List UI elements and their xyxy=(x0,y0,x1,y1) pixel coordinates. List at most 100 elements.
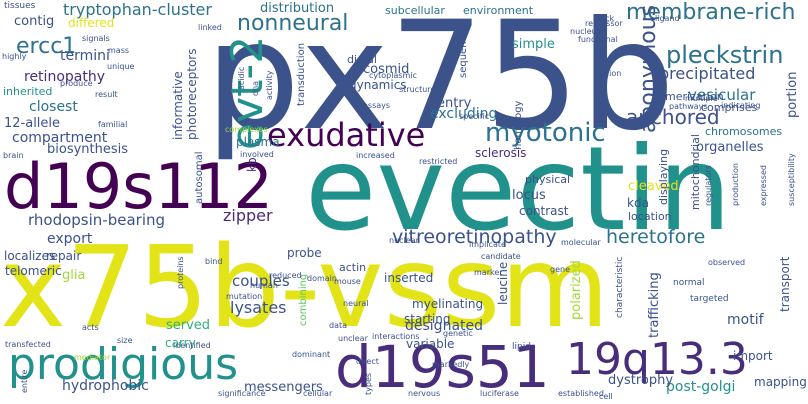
cloud-word-locus: locus xyxy=(512,188,546,203)
cloud-word-produce: produce xyxy=(60,79,93,88)
cloud-word-established: established xyxy=(558,389,604,398)
cloud-word-comprises: comprises xyxy=(701,101,758,114)
cloud-word-cleaved: cleaved xyxy=(628,179,679,194)
cloud-word-mitochondrial: mitochondrial xyxy=(689,134,702,210)
cloud-word-acidic: acidic xyxy=(237,66,246,90)
cloud-word-carry: carry xyxy=(165,336,196,350)
cloud-word-contrast: contrast xyxy=(519,204,569,218)
cloud-word-characteristic: characteristic xyxy=(615,256,625,318)
cloud-word-mass: mass xyxy=(108,46,130,55)
cloud-word-prodigious: prodigious xyxy=(8,339,239,390)
cloud-word-inserted: inserted xyxy=(384,271,434,285)
cloud-word-luciferase: luciferase xyxy=(480,389,519,398)
cloud-word-probe: probe xyxy=(287,246,322,260)
cloud-word-dynamics: dynamics xyxy=(349,78,407,92)
cloud-word-vitreoretinopathy: vitreoretinopathy xyxy=(392,226,557,248)
cloud-word-19q13-3: 19q13.3 xyxy=(566,334,748,385)
cloud-word-localizes: localizes xyxy=(4,249,56,263)
cloud-word-activity: activity xyxy=(265,70,274,101)
cloud-word-cellular: cellular xyxy=(303,389,333,398)
cloud-word-variable: variable xyxy=(406,337,455,351)
cloud-word-assays: assays xyxy=(363,101,391,110)
cloud-word-anchored: anchored xyxy=(626,105,720,129)
cloud-word-couples: couples xyxy=(232,272,290,290)
cloud-word-location: location xyxy=(628,210,672,223)
cloud-word-implicate: implicate xyxy=(469,240,506,249)
cloud-word-interactions: interactions xyxy=(372,332,420,341)
cloud-word-significance: significance xyxy=(218,389,266,398)
cloud-word-proteins: proteins xyxy=(176,256,185,289)
cloud-word-transduction: transduction xyxy=(296,42,307,106)
cloud-word-genetic: genetic xyxy=(443,329,473,338)
cloud-word-evectin: evectin xyxy=(305,122,732,257)
cloud-word-physical: physical xyxy=(525,173,571,186)
cloud-word-designated: designated xyxy=(405,318,484,334)
cloud-word-region: region xyxy=(596,69,622,78)
cloud-word-susceptibility: susceptibility xyxy=(787,153,796,206)
cloud-word-dimerization: dimerization xyxy=(655,90,724,103)
cloud-word-distribution: distribution xyxy=(260,1,335,16)
cloud-word-nonneural: nonneural xyxy=(237,11,349,36)
cloud-word-chromosomes: chromosomes xyxy=(705,125,783,138)
cloud-word-human: human xyxy=(250,281,278,290)
cloud-word-involved: involved xyxy=(240,150,274,159)
cloud-word-dystrophy: dystrophy xyxy=(608,373,674,388)
cloud-word-result: result xyxy=(95,90,118,99)
cloud-word-polarized: polarized xyxy=(569,260,584,320)
cloud-word-sequence: sequence xyxy=(458,29,469,78)
cloud-word-motif: motif xyxy=(727,312,764,328)
cloud-word-contig: contig xyxy=(14,14,55,29)
cloud-word-mediator: mediator xyxy=(74,353,111,362)
cloud-word-myotonic: myotonic xyxy=(485,118,606,148)
cloud-word-photoreceptors: photoreceptors xyxy=(185,48,199,141)
cloud-word-autosomal: autosomal xyxy=(194,151,205,204)
cloud-word-sclerosis: sclerosis xyxy=(475,146,527,160)
cloud-word-kb: kb xyxy=(245,157,259,172)
cloud-word-nucleus: nucleus xyxy=(570,27,601,36)
cloud-word-distal: distal xyxy=(347,53,377,66)
cloud-word-multiple: multiple xyxy=(685,94,718,103)
cloud-word-closest: closest xyxy=(29,99,78,115)
cloud-word-lack: lack xyxy=(598,14,615,23)
cloud-word-heretofore: heretofore xyxy=(606,226,706,248)
cloud-word-membrane-rich: membrane-rich xyxy=(626,0,796,25)
cloud-word-repair: repair xyxy=(46,249,82,263)
cloud-word-mutation: mutation xyxy=(226,292,263,301)
cloud-word-tryptophan-cluster: tryptophan-cluster xyxy=(63,0,212,19)
cloud-word-trafficking: trafficking xyxy=(647,272,662,338)
cloud-word-nuclear: nuclear xyxy=(389,236,419,245)
cloud-word-entire: entire xyxy=(20,369,29,393)
cloud-word-dominant: dominant xyxy=(292,350,331,359)
cloud-word-acts: acts xyxy=(82,323,99,332)
cloud-word-rhodopsin-bearing: rhodopsin-bearing xyxy=(28,211,166,229)
cloud-word-plasma: plasma xyxy=(236,135,280,149)
cloud-word-normal: normal xyxy=(673,278,705,288)
cloud-word-mouse: mouse xyxy=(334,277,361,286)
cloud-word-telomeric: telomeric xyxy=(5,264,62,278)
cloud-word-gene: gene xyxy=(550,265,570,274)
cloud-word-identified: identified xyxy=(173,341,211,350)
cloud-word-markedly: markedly xyxy=(432,360,470,369)
cloud-word-dna: dna xyxy=(251,80,260,96)
cloud-word-functional: functional xyxy=(578,35,618,44)
cloud-word-cell: cell xyxy=(599,392,613,401)
cloud-word-reduced: reduced xyxy=(269,271,302,280)
cloud-word-unique: unique xyxy=(107,62,135,71)
cloud-word-glia: glia xyxy=(62,268,86,283)
cloud-word-data: data xyxy=(329,321,348,330)
cloud-word-neural: neural xyxy=(343,299,369,308)
cloud-word-marker: marker xyxy=(474,268,503,277)
cloud-word-homology: homology xyxy=(513,100,524,150)
cloud-word-kda: kda xyxy=(627,196,649,210)
cloud-word-production: production xyxy=(731,163,740,206)
cloud-word-retinopathy: retinopathy xyxy=(24,69,105,85)
cloud-word-signals: signals xyxy=(82,34,110,43)
cloud-word-excluding: excluding xyxy=(430,106,498,122)
cloud-word-compartment: compartment xyxy=(12,130,108,146)
cloud-word-tissues: tissues xyxy=(4,1,36,11)
cloud-word-myelinating: myelinating xyxy=(412,297,484,311)
cloud-word-direct: direct xyxy=(356,357,379,366)
cloud-word-ercc1: ercc1 xyxy=(16,34,77,59)
cloud-word-linked: linked xyxy=(198,23,222,32)
